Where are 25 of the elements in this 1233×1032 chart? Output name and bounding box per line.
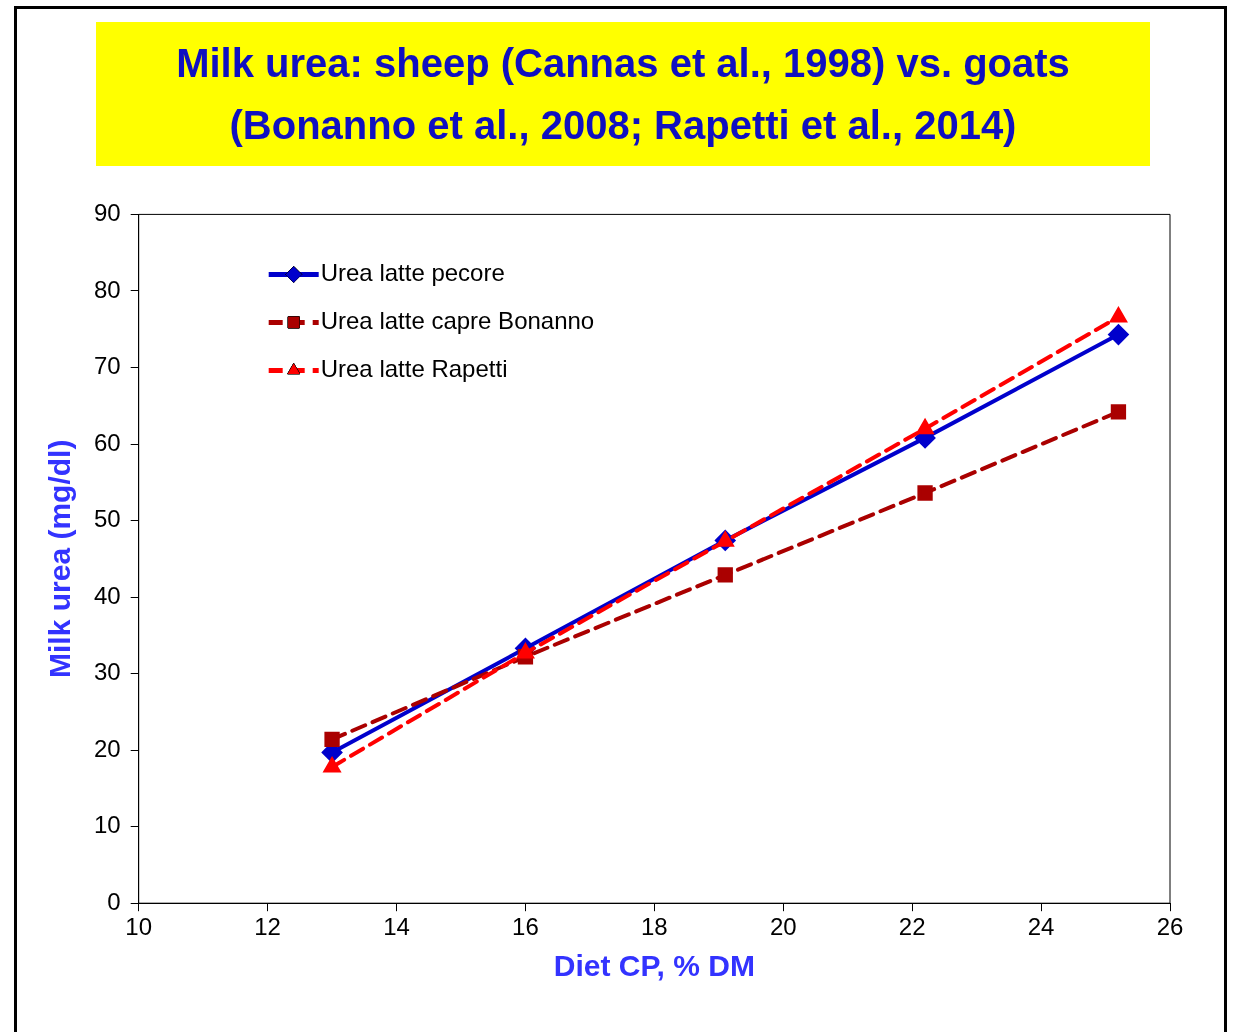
y-tick-label: 60 [93,428,121,456]
x-tick-label: 24 [1027,913,1055,941]
legend-label: Urea latte Rapetti [320,355,508,383]
x-tick-label: 20 [769,913,797,941]
x-tick-label: 14 [383,913,410,941]
x-tick-label: 22 [898,913,926,941]
legend-label: Urea latte capre Bonanno [320,307,595,335]
x-tick-label: 16 [512,913,539,941]
x-axis-title: Diet CP, % DM [553,949,755,983]
y-tick-label: 40 [93,581,121,609]
y-tick-label: 80 [93,275,121,303]
x-tick-label: 12 [254,913,281,941]
y-tick-label: 90 [93,199,121,227]
y-tick-label: 20 [93,734,121,762]
y-tick-label: 50 [93,505,121,533]
y-tick-label: 10 [93,811,121,839]
y-tick-label: 70 [93,352,121,380]
legend-label: Urea latte pecore [320,259,505,287]
chart-title: Milk urea: sheep (Cannas et al., 1998) vs. goats (Bonanno et al., 2008; Rapetti et al., 2014) [96,22,1150,166]
y-tick-label: 30 [93,658,121,686]
x-tick-label: 26 [1156,913,1184,941]
y-tick-label: 0 [107,887,121,915]
x-tick-label: 18 [641,913,668,941]
x-tick-label: 10 [125,913,153,941]
y-axis-title: Milk urea (mg/dl) [43,439,77,678]
